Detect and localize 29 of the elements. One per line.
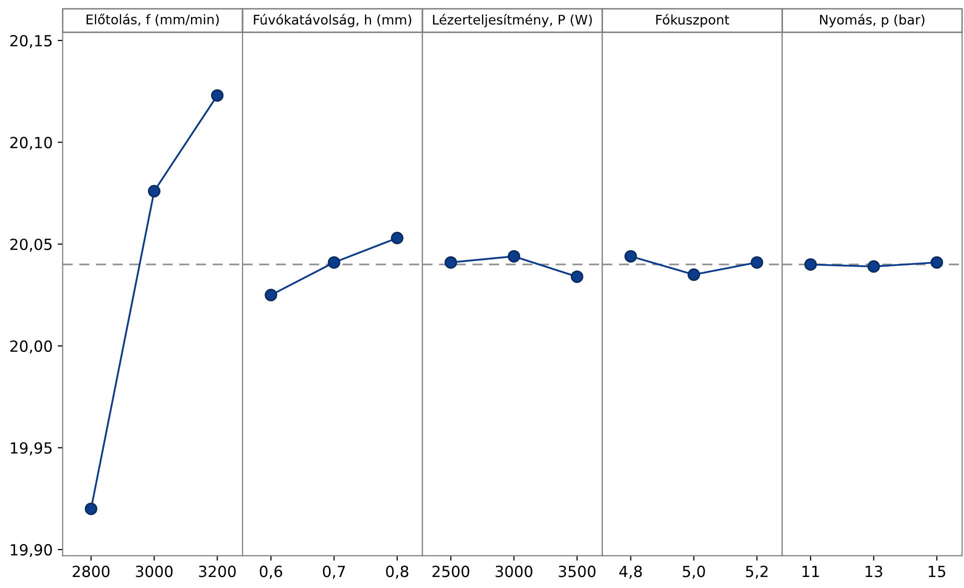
point bbox=[211, 89, 224, 102]
x-tick-label: 4,8 bbox=[619, 566, 642, 579]
chart-title: Előtolás, f (mm/min) bbox=[86, 14, 219, 26]
x-tick-label: 3500 bbox=[558, 566, 596, 578]
x-tick-label: 15 bbox=[928, 566, 946, 578]
y-tick-label: 19,90 bbox=[10, 544, 52, 558]
point bbox=[84, 502, 98, 516]
y-tick-label: 20,15 bbox=[10, 34, 52, 48]
y-tick-label: 20,00 bbox=[10, 340, 52, 354]
x-tick-label: 3000 bbox=[136, 566, 173, 578]
x-tick-label: 2800 bbox=[72, 566, 110, 578]
x-tick-label: 3200 bbox=[199, 566, 236, 578]
chart-title: Fúvókatávolság, h (mm) bbox=[254, 14, 412, 28]
point bbox=[148, 184, 160, 198]
x-tick-label: 13 bbox=[866, 566, 882, 578]
x-tick-label: 2500 bbox=[432, 566, 470, 578]
chart-title: Nyomás, p (bar) bbox=[820, 14, 924, 28]
chart-title: Lézerteljesítmény, P (W) bbox=[433, 14, 592, 28]
x-tick-label: 0,6 bbox=[260, 566, 282, 579]
x-tick-label: 0,7 bbox=[322, 566, 345, 579]
y-tick-label: 20,05 bbox=[10, 238, 52, 252]
x-tick-label: 11 bbox=[802, 566, 819, 577]
x-tick-label: 3000 bbox=[496, 566, 532, 578]
x-tick-label: 5,0 bbox=[682, 566, 705, 579]
x-tick-label: 0,8 bbox=[386, 566, 408, 579]
x-tick-label: 5,2 bbox=[746, 566, 768, 579]
y-tick-label: 20,10 bbox=[10, 136, 52, 150]
chart-title: Fókuszpont bbox=[656, 14, 730, 28]
y-tick-label: 19,95 bbox=[10, 442, 52, 456]
